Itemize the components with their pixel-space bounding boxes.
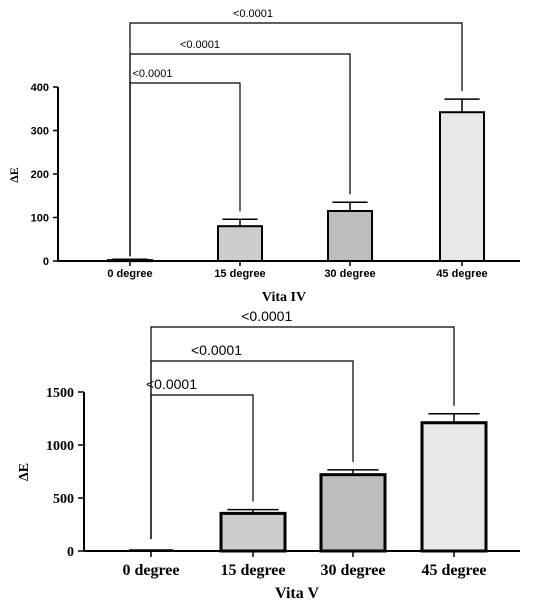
p-value-label: <0.0001 [132, 68, 172, 80]
significance-bracket [129, 22, 463, 257]
bar [219, 511, 287, 553]
bar [439, 111, 485, 263]
x-tick-label: 30 degree [324, 268, 375, 280]
p-value-label: <0.0001 [233, 8, 273, 20]
y-tick-label: 100 [31, 212, 49, 224]
p-value-label: <0.0001 [146, 376, 197, 392]
p-value-label: <0.0001 [180, 39, 220, 51]
p-value-label: <0.0001 [191, 342, 242, 358]
x-tick-label: 30 degree [320, 562, 385, 579]
x-tick-label: 15 degree [214, 268, 265, 280]
y-tick-label: 0 [67, 545, 74, 560]
chart-2: 0 500 1000 1500 0 degree 15 degree 30 degree 45… [17, 308, 520, 602]
chart-1: 0 100 200 300 400 0 degree 15 degree 30 degree 4… [7, 8, 520, 305]
x-tick-label: 0 degree [122, 562, 179, 579]
y-tick-label: 1000 [46, 439, 74, 454]
p-value-label: <0.0001 [241, 308, 292, 324]
bar [319, 473, 387, 553]
y-tick-label: 500 [53, 492, 74, 507]
y-tick-label: 400 [31, 82, 49, 94]
x-tick-label: 45 degree [436, 268, 487, 280]
x-tick-label: 0 degree [107, 268, 152, 280]
y-axis-title: ΔE [17, 463, 32, 481]
y-tick-label: 200 [31, 169, 49, 181]
bar [107, 259, 153, 263]
bar [420, 421, 488, 553]
y-tick-label: 300 [31, 125, 49, 137]
y-tick-label: 1500 [46, 386, 74, 401]
bar [217, 225, 263, 262]
y-axis-title: ΔE [7, 167, 21, 183]
bar [327, 209, 373, 263]
x-tick-label: 15 degree [220, 562, 285, 579]
y-tick-label: 0 [43, 256, 49, 268]
x-axis-title: Vita IV [262, 290, 306, 305]
x-axis-title: Vita V [275, 585, 319, 602]
significance-bracket [150, 326, 455, 539]
x-tick-label: 45 degree [421, 562, 486, 579]
